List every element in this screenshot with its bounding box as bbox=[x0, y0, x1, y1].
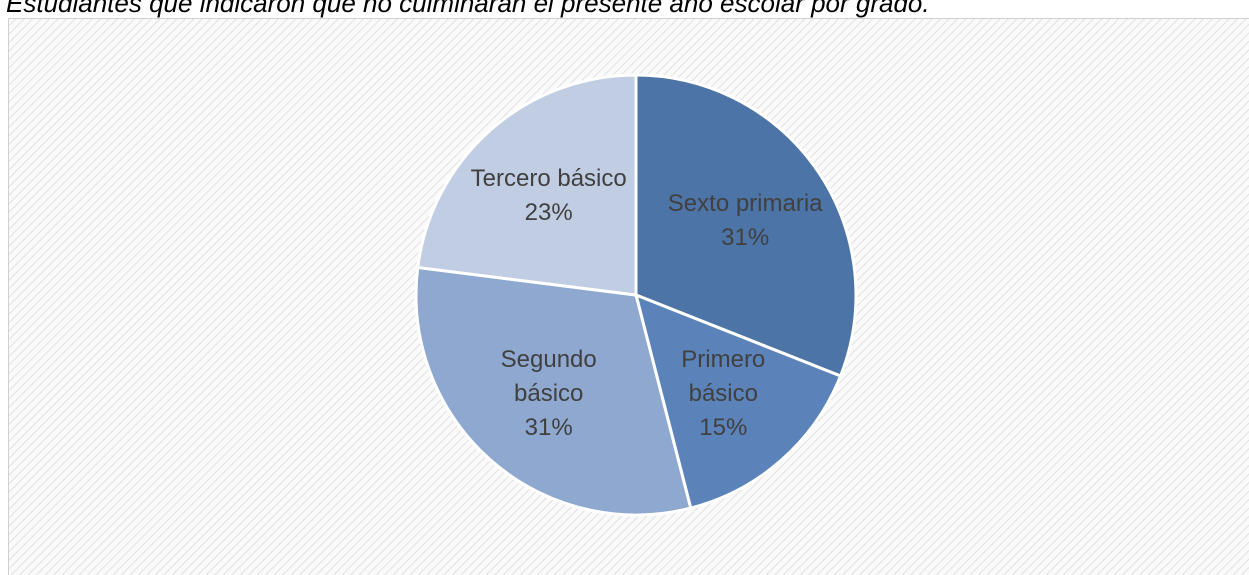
pie-slice bbox=[416, 73, 638, 297]
pie-slice bbox=[414, 265, 693, 517]
category-label: Segundo básico bbox=[500, 346, 597, 407]
chart-title: Estudiantes que indicaron que no culmina… bbox=[6, 0, 930, 18]
value-label: 15% bbox=[699, 414, 748, 441]
data-label: Primero básico 15% bbox=[658, 343, 788, 445]
category-label: Tercero básico bbox=[470, 164, 627, 192]
data-label: Tercero básico 23% bbox=[439, 162, 659, 230]
pie-slice bbox=[634, 73, 858, 378]
category-label: Primero básico bbox=[681, 346, 766, 407]
category-label: Sexto primaria bbox=[667, 189, 823, 217]
value-label: 31% bbox=[721, 223, 770, 251]
value-label: 31% bbox=[524, 414, 573, 441]
pie-slice bbox=[633, 292, 843, 510]
value-label: 23% bbox=[524, 198, 573, 226]
data-label: Segundo básico 31% bbox=[484, 343, 614, 445]
data-label: Sexto primaria 31% bbox=[635, 187, 855, 255]
